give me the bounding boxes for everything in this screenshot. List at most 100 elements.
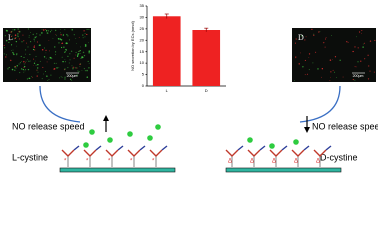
dot: [16, 79, 17, 80]
arc: [299, 85, 341, 123]
dot: [64, 78, 66, 80]
dot: [3, 44, 5, 46]
dot: [71, 65, 73, 67]
dot: [39, 60, 41, 62]
molecules: * * * * * Δ Δ Δ Δ Δ: [61, 124, 332, 167]
dot: [86, 69, 88, 72]
dot: [8, 41, 10, 43]
x-tick-label: D: [205, 88, 208, 93]
dot: [32, 33, 34, 36]
dot: [87, 28, 89, 30]
dot: [89, 29, 91, 31]
dot: [20, 55, 22, 57]
dot: [46, 61, 48, 63]
dot: [357, 61, 359, 63]
dot: [86, 76, 89, 78]
dot: [4, 35, 6, 37]
arm2: [303, 145, 310, 151]
dot: [7, 68, 9, 70]
dot: [295, 56, 297, 58]
chiral: *: [152, 159, 155, 165]
dot: [325, 38, 327, 40]
dot: [73, 34, 75, 36]
bar: [192, 30, 221, 86]
no-dot: [247, 137, 253, 143]
dot: [49, 50, 50, 52]
arm2: [139, 145, 146, 151]
dot: [69, 78, 72, 80]
dot: [360, 60, 362, 62]
no-dot: [89, 129, 95, 135]
dot: [60, 46, 63, 49]
dot: [30, 32, 31, 33]
dot: [64, 76, 66, 78]
dot: [334, 71, 336, 73]
arm2: [161, 145, 168, 151]
dot: [302, 66, 304, 68]
dot: [81, 56, 83, 58]
dot: [50, 74, 52, 76]
dot: [24, 53, 26, 55]
dot: [83, 68, 85, 70]
arm2: [281, 145, 288, 151]
y-tick-label: 5: [142, 72, 145, 77]
dot: [352, 79, 354, 81]
dot: [43, 73, 45, 75]
chiral: Δ: [272, 159, 276, 165]
dot: [33, 58, 35, 60]
chiral: *: [64, 159, 67, 165]
no-dot: [127, 131, 133, 137]
dot: [325, 37, 327, 39]
dot: [45, 49, 47, 51]
dot: [17, 33, 19, 35]
dot: [34, 36, 37, 39]
dot: [35, 56, 37, 58]
dot: [82, 37, 84, 39]
micrograph-dots: [3, 28, 91, 81]
dot: [36, 41, 38, 43]
dot: [51, 58, 53, 59]
dot: [84, 70, 86, 72]
dot: [72, 66, 73, 68]
dot: [55, 54, 56, 56]
dot: [369, 70, 371, 72]
dot: [23, 40, 25, 42]
dot: [67, 55, 69, 58]
dot: [329, 80, 331, 81]
y-tick-label: 20: [140, 37, 145, 42]
arm2: [117, 145, 124, 151]
dot: [54, 46, 56, 48]
dot: [312, 62, 314, 64]
dot: [79, 66, 81, 67]
dot: [3, 53, 5, 55]
dot: [48, 40, 50, 42]
dot: [58, 77, 60, 79]
dot: [53, 62, 56, 64]
dot: [77, 53, 80, 55]
dot: [75, 67, 77, 69]
dot: [9, 40, 11, 41]
scheme-name: D-cystine: [320, 152, 358, 162]
arm: [83, 149, 97, 157]
dot: [13, 38, 15, 40]
dot: [45, 29, 46, 30]
dot: [37, 63, 39, 66]
dot: [5, 56, 7, 58]
dot: [299, 52, 301, 54]
dot: [19, 72, 21, 74]
dot: [29, 53, 31, 55]
dot: [28, 36, 30, 38]
dot: [66, 49, 67, 51]
dot: [13, 69, 16, 72]
dot: [317, 68, 319, 70]
dot: [23, 71, 25, 73]
dot: [362, 43, 364, 45]
no-dot: [293, 139, 299, 145]
dot: [294, 80, 295, 82]
dot: [63, 46, 65, 48]
arm2: [259, 145, 266, 151]
arm2: [95, 145, 102, 151]
arm: [247, 149, 261, 157]
y-tick-label: 0: [142, 83, 145, 88]
chiral: *: [86, 159, 89, 165]
